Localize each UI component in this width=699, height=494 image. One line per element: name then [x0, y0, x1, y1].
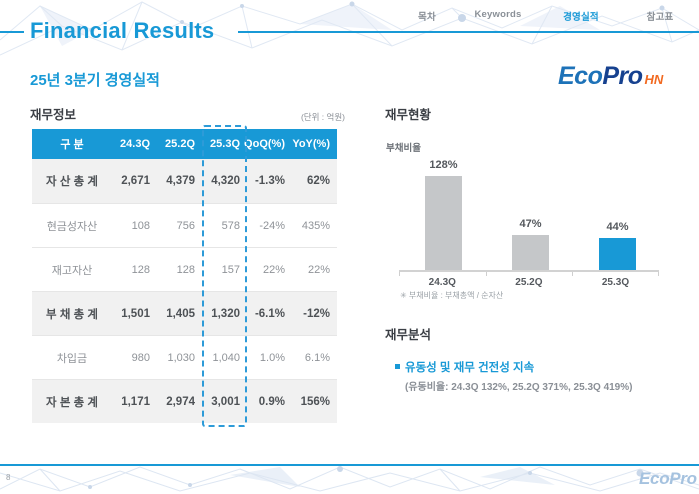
table-header-row: 구 분 24.3Q 25.2Q 25.3Q QoQ(%) YoY(%) [32, 129, 337, 159]
row-label: 차입금 [56, 352, 88, 365]
page-number: 8 [6, 473, 11, 482]
chart-section-title: 재무현황 [385, 108, 432, 122]
bar-25-2q: 47% [512, 218, 549, 270]
cell-value: 1,501 [121, 307, 150, 320]
col-header-25-2q: 25.2Q [165, 138, 195, 150]
x-label-25-2q: 25.2Q [515, 277, 543, 288]
cell-value: 4,320 [211, 175, 240, 187]
cell-qoq: -24% [259, 219, 285, 232]
cell-value: 756 [176, 219, 195, 232]
cell-value: 2,671 [121, 175, 150, 187]
logo-text-hn: HN [644, 72, 664, 87]
col-header-24-3q: 24.3Q [120, 138, 150, 150]
row-label: 자 산 총 계 [46, 176, 98, 188]
cell-yoy: 22% [307, 263, 330, 276]
bar-value-label: 44% [606, 221, 629, 233]
nav-tab-results[interactable]: 경영실적 [563, 12, 599, 23]
cell-value: 108 [131, 219, 150, 232]
debt-ratio-bar-chart: 128% 47% 44% [399, 159, 659, 276]
cell-yoy: 156% [300, 395, 330, 408]
ecopro-hn-logo: EcoPro HN [558, 62, 663, 91]
analysis-bullet-text: 유동성 및 재무 건전성 지속 [405, 362, 535, 374]
table-row-total-equity: 자 본 총 계 1,171 2,974 3,001 0.9% 156% [32, 379, 337, 423]
ecopro-watermark: EcoPro [639, 469, 697, 488]
chart-x-axis-labels: 24.3Q 25.2Q 25.3Q [399, 277, 659, 288]
nav-tab-appendix[interactable]: 참고표 [646, 12, 674, 23]
table-row-total-assets: 자 산 총 계 2,671 4,379 4,320 -1.3% 62% [32, 159, 337, 203]
col-header-category: 구 분 [60, 139, 84, 151]
axis-tick [486, 272, 487, 276]
axis-tick [658, 272, 659, 276]
title-rule [238, 31, 699, 33]
cell-value: 4,379 [166, 175, 195, 187]
col-header-qoq: QoQ(%) [244, 138, 285, 150]
page-title: Financial Results [30, 18, 215, 43]
cell-value: 157 [221, 263, 240, 276]
cell-value: 3,001 [211, 395, 240, 408]
cell-value: 1,171 [121, 395, 150, 408]
table-row-borrowings: 차입금 980 1,030 1,040 1.0% 6.1% [32, 335, 337, 379]
axis-tick [399, 272, 400, 276]
slide-subtitle: 25년 3분기 경영실적 [30, 72, 160, 89]
cell-value: 1,405 [166, 307, 195, 320]
analysis-section-title: 재무분석 [385, 328, 432, 342]
cell-value: 128 [131, 263, 150, 276]
cell-qoq: -1.3% [254, 175, 285, 187]
cell-yoy: 62% [306, 175, 330, 187]
bullet-square-icon [395, 364, 400, 369]
bar-value-label: 128% [429, 159, 458, 171]
nav-tab-toc[interactable]: 목차 [418, 12, 436, 23]
cell-yoy: 435% [301, 219, 330, 232]
cell-value: 2,974 [166, 395, 195, 408]
cell-value: 980 [131, 351, 150, 364]
x-label-25-3q: 25.3Q [601, 277, 630, 288]
cell-qoq: -6.1% [254, 307, 285, 320]
row-label: 현금성자산 [46, 220, 98, 233]
cell-value: 578 [221, 219, 240, 232]
background-pattern-bottom [0, 466, 699, 492]
cell-value: 1,030 [167, 351, 195, 364]
cell-value: 128 [176, 263, 195, 276]
bar-24-3q: 128% [425, 159, 462, 270]
axis-tick [572, 272, 573, 276]
logo-text-eco: Eco [558, 62, 603, 90]
table-row-cash-assets: 현금성자산 108 756 578 -24% 435% [32, 203, 337, 247]
table-row-total-liabilities: 부 채 총 계 1,501 1,405 1,320 -6.1% -12% [32, 291, 337, 335]
footer-rule [0, 464, 699, 466]
financial-table: 구 분 24.3Q 25.2Q 25.3Q QoQ(%) YoY(%) 자 산 … [32, 125, 337, 427]
chart-metric-label: 부채비율 [386, 143, 421, 154]
row-label: 자 본 총 계 [46, 396, 98, 409]
analysis-bullet-detail: (유동비율: 24.3Q 132%, 25.2Q 371%, 25.3Q 419… [405, 382, 633, 393]
unit-note: (단위 : 억원) [300, 112, 345, 122]
table-section-title: 재무정보 [30, 108, 77, 122]
bar-25-3q: 44% [599, 221, 636, 270]
row-label: 부 채 총 계 [46, 308, 98, 321]
cell-yoy: 6.1% [304, 351, 330, 364]
cell-qoq: 0.9% [258, 395, 285, 408]
col-header-yoy: YoY(%) [292, 138, 330, 150]
col-header-25-3q: 25.3Q [210, 138, 240, 150]
cell-qoq: 22% [262, 263, 285, 276]
title-dash-left [0, 31, 24, 33]
bar-value-label: 47% [519, 218, 542, 230]
cell-yoy: -12% [303, 307, 330, 320]
chart-footnote: ✳ 부채비율 : 부채총액 / 순자산 [400, 291, 504, 300]
cell-qoq: 1.0% [259, 351, 285, 364]
row-label: 재고자산 [51, 264, 93, 277]
logo-text-pro: Pro [602, 62, 643, 90]
table-row-inventory: 재고자산 128 128 157 22% 22% [32, 247, 337, 291]
cell-value: 1,320 [211, 307, 240, 320]
x-label-24-3q: 24.3Q [428, 277, 456, 288]
nav-tab-keywords[interactable]: Keywords [474, 9, 522, 20]
cell-value: 1,040 [212, 351, 240, 364]
